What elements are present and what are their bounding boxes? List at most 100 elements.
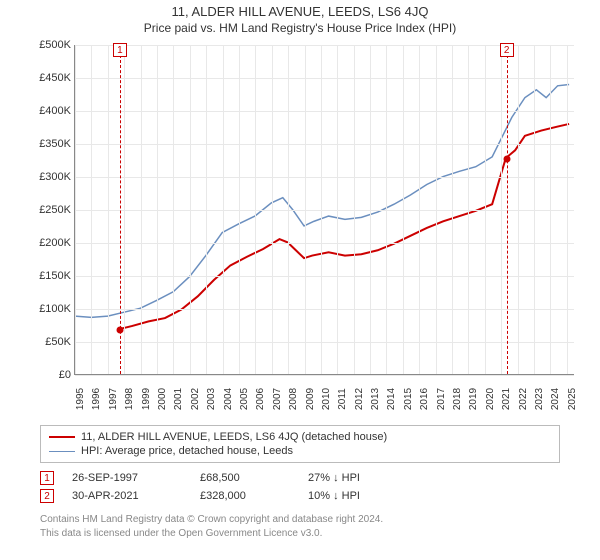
gridline-v	[550, 45, 551, 374]
gridline-v	[255, 45, 256, 374]
x-tick-label: 2016	[419, 384, 430, 414]
y-tick-label: £350K	[23, 138, 71, 150]
gridline-v	[108, 45, 109, 374]
x-tick-label: 2010	[321, 384, 332, 414]
legend-swatch	[49, 436, 75, 438]
y-tick-label: £150K	[23, 270, 71, 282]
y-tick-label: £400K	[23, 105, 71, 117]
gridline-v	[468, 45, 469, 374]
series-hpi	[75, 84, 569, 317]
x-tick-label: 2023	[534, 384, 545, 414]
gridline-h	[75, 177, 574, 178]
gridline-h	[75, 276, 574, 277]
x-tick-label: 2005	[239, 384, 250, 414]
x-tick-label: 2009	[305, 384, 316, 414]
legend: 11, ALDER HILL AVENUE, LEEDS, LS6 4JQ (d…	[40, 425, 560, 463]
sale-date: 30-APR-2021	[72, 490, 182, 502]
gridline-v	[157, 45, 158, 374]
gridline-v	[403, 45, 404, 374]
gridline-v	[173, 45, 174, 374]
sale-marker-point	[503, 155, 510, 162]
gridline-v	[501, 45, 502, 374]
gridline-v	[518, 45, 519, 374]
sale-badge: 1	[40, 471, 54, 485]
gridline-h	[75, 111, 574, 112]
gridline-v	[485, 45, 486, 374]
gridline-v	[223, 45, 224, 374]
gridline-v	[272, 45, 273, 374]
gridline-v	[288, 45, 289, 374]
gridline-v	[419, 45, 420, 374]
gridline-v	[321, 45, 322, 374]
x-tick-label: 2006	[255, 384, 266, 414]
x-tick-label: 2021	[501, 384, 512, 414]
sale-badge: 1	[113, 43, 127, 57]
x-tick-label: 1997	[108, 384, 119, 414]
gridline-v	[370, 45, 371, 374]
gridline-h	[75, 342, 574, 343]
legend-row: HPI: Average price, detached house, Leed…	[49, 444, 551, 458]
footer-line: This data is licensed under the Open Gov…	[40, 527, 560, 541]
x-tick-label: 2015	[403, 384, 414, 414]
x-tick-label: 2020	[485, 384, 496, 414]
price-chart: £0£50K£100K£150K£200K£250K£300K£350K£400…	[20, 39, 580, 419]
x-tick-label: 2003	[206, 384, 217, 414]
footer-line: Contains HM Land Registry data © Crown c…	[40, 513, 560, 527]
gridline-v	[239, 45, 240, 374]
x-tick-label: 1998	[124, 384, 135, 414]
footer-attribution: Contains HM Land Registry data © Crown c…	[40, 513, 560, 540]
x-tick-label: 2013	[370, 384, 381, 414]
sale-badge: 2	[500, 43, 514, 57]
sale-row: 230-APR-2021£328,00010% ↓ HPI	[40, 487, 560, 505]
x-tick-label: 1996	[91, 384, 102, 414]
sale-row: 126-SEP-1997£68,50027% ↓ HPI	[40, 469, 560, 487]
gridline-v	[206, 45, 207, 374]
y-tick-label: £250K	[23, 204, 71, 216]
page-title: 11, ALDER HILL AVENUE, LEEDS, LS6 4JQ	[0, 0, 600, 19]
gridline-v	[305, 45, 306, 374]
gridline-v	[141, 45, 142, 374]
y-tick-label: £200K	[23, 237, 71, 249]
x-tick-label: 2024	[550, 384, 561, 414]
x-tick-label: 2014	[386, 384, 397, 414]
y-tick-label: £50K	[23, 336, 71, 348]
x-tick-label: 2002	[190, 384, 201, 414]
gridline-h	[75, 78, 574, 79]
gridline-v	[436, 45, 437, 374]
sale-delta: 27% ↓ HPI	[308, 472, 418, 484]
plot-area: £0£50K£100K£150K£200K£250K£300K£350K£400…	[74, 45, 574, 375]
y-tick-label: £100K	[23, 303, 71, 315]
y-tick-label: £500K	[23, 39, 71, 51]
legend-swatch	[49, 451, 75, 452]
x-tick-label: 2022	[518, 384, 529, 414]
legend-label: 11, ALDER HILL AVENUE, LEEDS, LS6 4JQ (d…	[81, 431, 387, 443]
gridline-v	[190, 45, 191, 374]
sale-ref-line	[120, 45, 121, 374]
gridline-v	[337, 45, 338, 374]
sale-marker-point	[116, 326, 123, 333]
x-tick-label: 2012	[354, 384, 365, 414]
gridline-v	[534, 45, 535, 374]
gridline-h	[75, 210, 574, 211]
x-tick-label: 2007	[272, 384, 283, 414]
x-tick-label: 2018	[452, 384, 463, 414]
x-tick-label: 2025	[567, 384, 578, 414]
legend-label: HPI: Average price, detached house, Leed…	[81, 445, 293, 457]
gridline-v	[354, 45, 355, 374]
sale-ref-line	[507, 45, 508, 374]
gridline-v	[567, 45, 568, 374]
gridline-h	[75, 243, 574, 244]
gridline-v	[75, 45, 76, 374]
gridline-v	[452, 45, 453, 374]
x-tick-label: 2000	[157, 384, 168, 414]
gridline-h	[75, 309, 574, 310]
sale-badge: 2	[40, 489, 54, 503]
sales-table: 126-SEP-1997£68,50027% ↓ HPI 2 30-APR-2021…	[40, 469, 560, 505]
x-tick-label: 2011	[337, 384, 348, 414]
x-tick-label: 2001	[173, 384, 184, 414]
legend-row: 11, ALDER HILL AVENUE, LEEDS, LS6 4JQ (d…	[49, 430, 551, 444]
gridline-v	[124, 45, 125, 374]
y-tick-label: £0	[23, 369, 71, 381]
gridline-h	[75, 375, 574, 376]
gridline-v	[91, 45, 92, 374]
